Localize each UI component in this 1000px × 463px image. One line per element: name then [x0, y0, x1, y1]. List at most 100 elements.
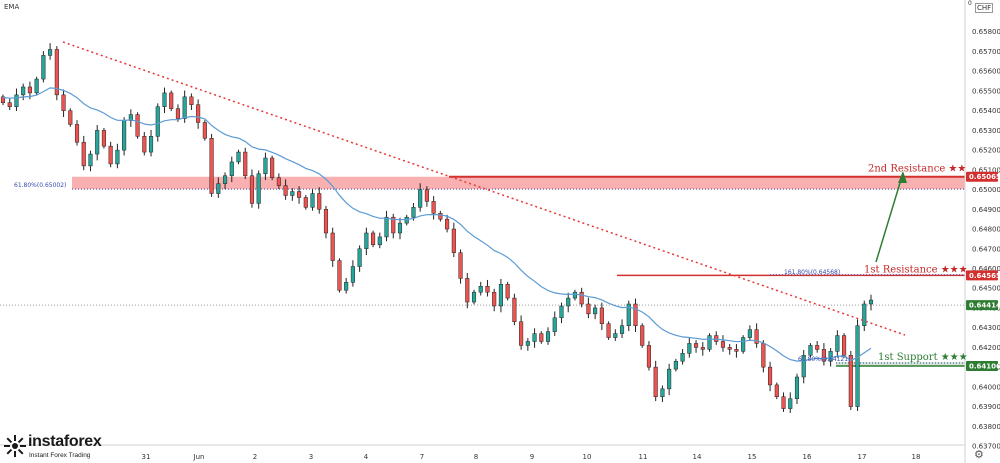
- candle[interactable]: [54, 46, 59, 101]
- candle[interactable]: [7, 98, 12, 111]
- candle[interactable]: [485, 279, 490, 297]
- candle[interactable]: [788, 392, 793, 413]
- candle[interactable]: [747, 325, 752, 341]
- candle[interactable]: [391, 213, 396, 239]
- candle[interactable]: [276, 173, 281, 189]
- candle[interactable]: [451, 222, 456, 258]
- candle[interactable]: [700, 342, 705, 356]
- candle[interactable]: [572, 289, 577, 301]
- candle[interactable]: [821, 343, 826, 366]
- candle[interactable]: [411, 202, 416, 221]
- candle[interactable]: [545, 327, 551, 345]
- candle[interactable]: [108, 141, 113, 168]
- candle[interactable]: [687, 337, 692, 358]
- candle[interactable]: [619, 319, 625, 338]
- candle[interactable]: [101, 128, 106, 149]
- candle[interactable]: [606, 321, 611, 340]
- price-tag-support-1[interactable]: 0.64106: [966, 360, 1000, 371]
- candle[interactable]: [88, 150, 93, 172]
- candle[interactable]: [633, 298, 638, 333]
- candle[interactable]: [344, 277, 349, 294]
- candle[interactable]: [397, 217, 403, 240]
- candle[interactable]: [492, 288, 497, 312]
- candle[interactable]: [222, 172, 228, 189]
- candle[interactable]: [283, 179, 288, 200]
- candle[interactable]: [290, 188, 295, 201]
- candle[interactable]: [478, 281, 483, 296]
- candle[interactable]: [512, 293, 517, 326]
- candle[interactable]: [566, 292, 571, 313]
- candle[interactable]: [720, 335, 726, 352]
- candle[interactable]: [189, 93, 194, 111]
- candle[interactable]: [135, 112, 140, 139]
- candle[interactable]: [209, 133, 214, 197]
- candle[interactable]: [445, 214, 450, 233]
- candle[interactable]: [694, 340, 699, 353]
- candle[interactable]: [714, 331, 719, 345]
- candle[interactable]: [835, 330, 840, 358]
- candle[interactable]: [754, 323, 759, 348]
- candle[interactable]: [95, 125, 100, 161]
- candle[interactable]: [357, 245, 362, 272]
- candle[interactable]: [640, 323, 645, 348]
- candle[interactable]: [579, 287, 584, 308]
- candle[interactable]: [377, 232, 382, 249]
- candle[interactable]: [148, 129, 154, 157]
- candle[interactable]: [14, 88, 19, 112]
- candle[interactable]: [525, 338, 530, 351]
- candle[interactable]: [673, 358, 678, 372]
- downtrend-line[interactable]: [62, 41, 906, 336]
- candle[interactable]: [263, 152, 268, 181]
- candle[interactable]: [249, 169, 255, 208]
- candle[interactable]: [317, 187, 322, 214]
- candle[interactable]: [519, 315, 524, 350]
- candle[interactable]: [350, 260, 355, 287]
- candle[interactable]: [855, 319, 860, 411]
- candle[interactable]: [297, 186, 302, 204]
- candle[interactable]: [115, 143, 120, 169]
- candle[interactable]: [768, 361, 773, 392]
- candle[interactable]: [599, 302, 604, 331]
- candle[interactable]: [142, 131, 147, 156]
- candle[interactable]: [458, 249, 463, 284]
- candle[interactable]: [74, 120, 80, 146]
- candle[interactable]: [741, 335, 746, 354]
- candle[interactable]: [539, 331, 544, 344]
- candle[interactable]: [868, 294, 874, 311]
- candle[interactable]: [202, 120, 207, 141]
- candle[interactable]: [781, 392, 786, 412]
- candle[interactable]: [418, 183, 423, 212]
- candle[interactable]: [384, 210, 389, 242]
- candle[interactable]: [41, 51, 46, 83]
- candle[interactable]: [734, 344, 739, 358]
- candle[interactable]: [727, 344, 732, 355]
- settings-icon[interactable]: ⚙: [974, 448, 984, 461]
- candle[interactable]: [236, 149, 241, 165]
- candle[interactable]: [323, 205, 329, 239]
- candle[interactable]: [653, 360, 658, 402]
- candle[interactable]: [828, 347, 833, 367]
- candle[interactable]: [680, 348, 685, 365]
- candle[interactable]: [707, 333, 712, 352]
- candle[interactable]: [505, 281, 510, 301]
- candle[interactable]: [122, 117, 127, 156]
- candle[interactable]: [438, 210, 443, 222]
- candle[interactable]: [216, 177, 221, 198]
- candle[interactable]: [593, 304, 598, 320]
- candle[interactable]: [667, 363, 672, 396]
- candle[interactable]: [48, 43, 53, 60]
- candle[interactable]: [256, 170, 261, 209]
- candle[interactable]: [794, 373, 800, 405]
- candle[interactable]: [303, 195, 308, 210]
- candle[interactable]: [169, 90, 174, 112]
- candle[interactable]: [310, 189, 315, 211]
- candle[interactable]: [371, 230, 376, 248]
- price-tag-current[interactable]: 0.64414: [966, 300, 1000, 311]
- candle[interactable]: [626, 300, 631, 332]
- price-tag-resistance-1[interactable]: 0.64565: [966, 270, 1000, 281]
- candle[interactable]: [808, 343, 813, 358]
- candle[interactable]: [229, 156, 234, 183]
- candle[interactable]: [155, 103, 160, 142]
- candle[interactable]: [68, 108, 73, 127]
